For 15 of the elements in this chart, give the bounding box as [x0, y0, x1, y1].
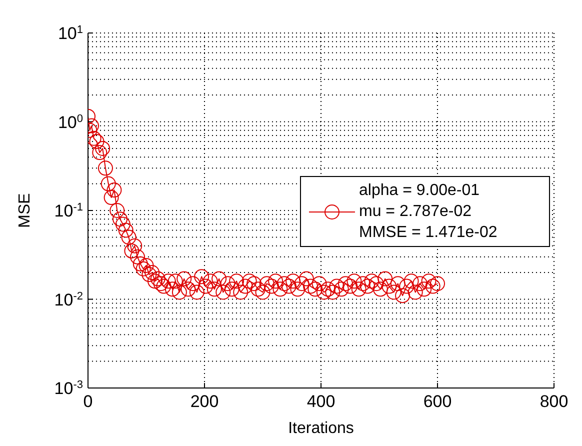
legend-label: mu = 2.787e-02: [359, 202, 472, 222]
x-axis-title: Iterations: [288, 420, 354, 437]
x-tick-label: 800: [540, 392, 568, 412]
annotation: alpha = 9.00e-01: [358, 181, 481, 201]
y-axis-title: MSE: [16, 193, 34, 228]
annotation: MMSE = 1.471e-02: [358, 223, 498, 243]
x-tick-label: 200: [190, 392, 219, 412]
x-tick-label: 400: [306, 392, 336, 412]
y-tick-label: 10$^{-3}$: [54, 379, 83, 398]
x-tick-label: 0: [83, 392, 93, 412]
y-tick-label: 10$^{0}$: [58, 112, 83, 132]
y-tick-label: 10$^{-2}$: [54, 290, 83, 310]
y-tick-label: 10$^{-1}$: [54, 202, 83, 220]
y-tick-label: 10$^{1}$: [58, 24, 83, 43]
x-tick-label: 600: [423, 392, 452, 412]
